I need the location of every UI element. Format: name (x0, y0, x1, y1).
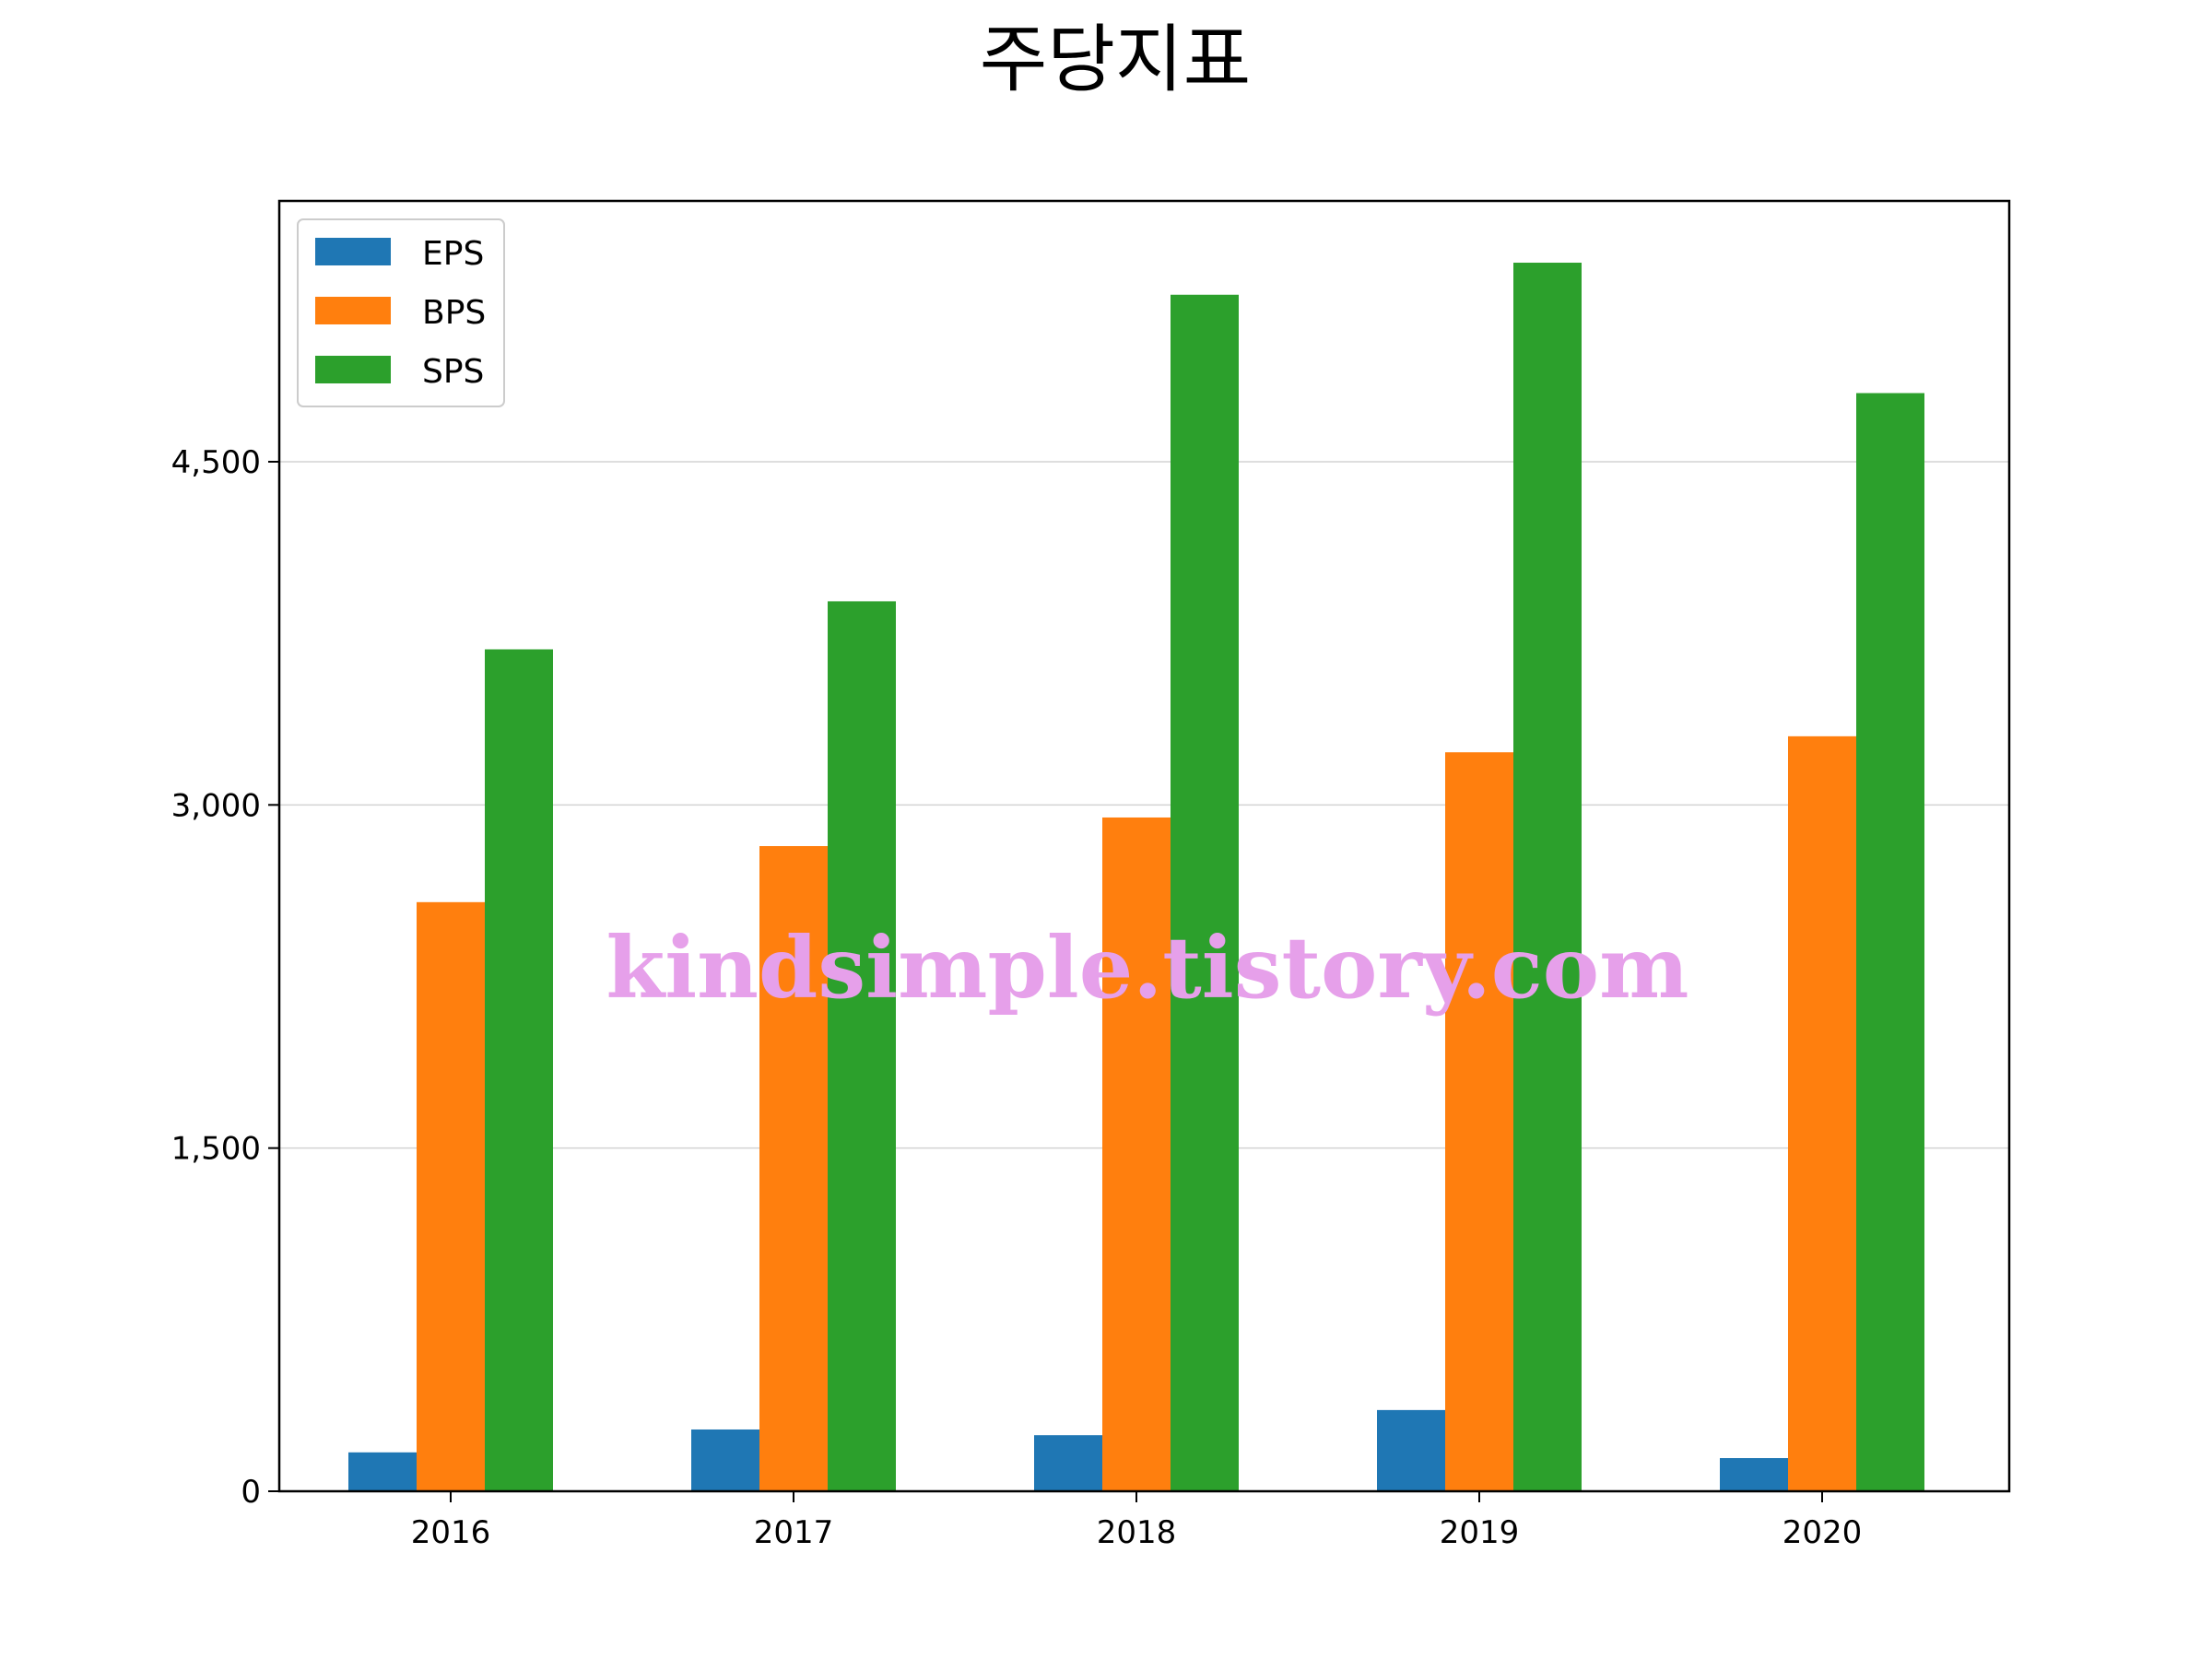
plot-frame (277, 199, 2011, 1493)
legend-label-bps: BPS (422, 294, 486, 332)
x-tick-label: 2020 (1783, 1514, 1863, 1551)
legend-swatch-sps (315, 356, 391, 383)
x-tick-label: 2016 (411, 1514, 491, 1551)
chart-title: 주당지표 (980, 17, 1251, 102)
watermark-text: kindsimple.tistory.com (606, 918, 1688, 1018)
bar-eps-2020 (1720, 1458, 1788, 1491)
legend-swatch-bps (315, 297, 391, 324)
bar-eps-2017 (691, 1429, 759, 1491)
y-axis: 0 1,500 3,000 4,500 (171, 444, 279, 1511)
bar-bps-2016 (417, 901, 485, 1491)
x-tick-label: 2018 (1097, 1514, 1177, 1551)
bar-sps-2016 (485, 649, 553, 1491)
bar-bps-2018 (1102, 817, 1171, 1491)
bar-sps-2017 (828, 601, 896, 1491)
legend: EPS BPS SPS (297, 218, 505, 407)
bar-bps-2017 (759, 846, 828, 1491)
legend-swatch-eps (315, 238, 391, 265)
bar-sps-2019 (1513, 263, 1582, 1492)
x-tick-label: 2019 (1440, 1514, 1520, 1551)
bar-bps-2020 (1788, 735, 1856, 1491)
bar-eps-2018 (1034, 1435, 1102, 1491)
y-tick-label: 0 (241, 1474, 261, 1511)
bar-eps-2019 (1377, 1409, 1445, 1491)
bar-eps-2016 (348, 1452, 417, 1491)
legend-label-sps: SPS (422, 353, 484, 391)
legend-label-eps: EPS (422, 235, 484, 273)
y-tick-label: 3,000 (171, 787, 261, 824)
x-axis: 2016 2017 2018 2019 2020 (411, 1491, 1863, 1551)
x-tick-label: 2017 (754, 1514, 834, 1551)
bar-sps-2018 (1171, 294, 1239, 1491)
y-tick-label: 1,500 (171, 1131, 261, 1168)
bar-bps-2019 (1445, 752, 1513, 1491)
bar-sps-2020 (1856, 393, 1924, 1492)
bars (348, 263, 1924, 1492)
y-tick-label: 4,500 (171, 444, 261, 481)
